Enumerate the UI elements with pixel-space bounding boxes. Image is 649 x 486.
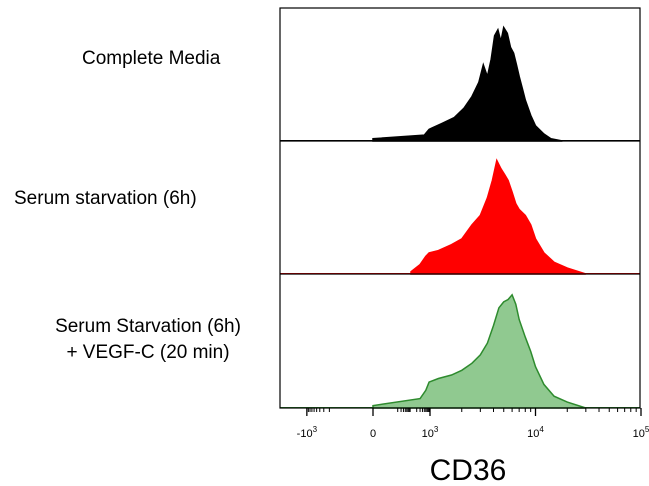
x-axis-label: CD36	[430, 454, 507, 486]
series-label-complete-media: Complete Media	[82, 48, 221, 69]
histogram-serum-starvation	[410, 158, 587, 275]
tick-label: 105	[633, 425, 649, 440]
x-axis: -103 0 103 104 105	[297, 408, 649, 440]
histogram-panels	[279, 7, 641, 409]
tick-label: 104	[527, 425, 544, 440]
plot-frame	[279, 7, 641, 409]
series-label-line-2: + VEGF-C (20 min)	[66, 342, 230, 363]
series-label-serum-starvation-vegfc: Serum Starvation (6h) + VEGF-C (20 min)	[18, 314, 278, 366]
histogram-complete-media	[372, 25, 563, 142]
histogram-serum-starvation-vegfc	[372, 293, 587, 409]
tick-label: 103	[422, 425, 439, 440]
series-label-line-1: Serum Starvation (6h)	[55, 316, 241, 337]
series-label-serum-starvation: Serum starvation (6h)	[14, 188, 197, 209]
tick-label: 0	[370, 428, 376, 440]
tick-label: -103	[297, 425, 318, 440]
